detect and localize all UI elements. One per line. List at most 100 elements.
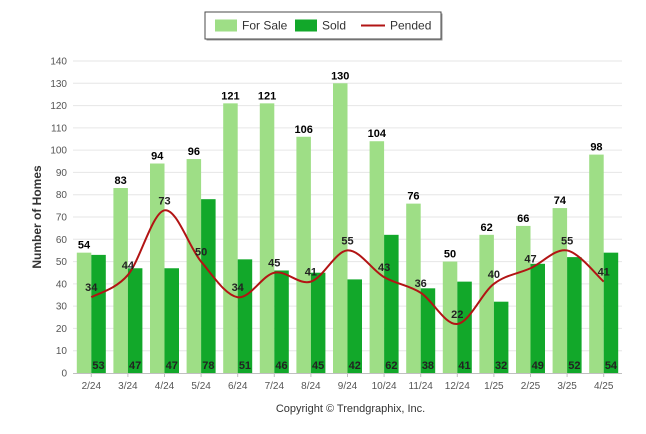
- legend-label: Sold: [322, 19, 346, 33]
- bar-sold: [457, 281, 472, 373]
- bar-sold: [493, 301, 509, 373]
- y-axis-label: Number of Homes: [30, 165, 44, 269]
- x-tick-label: 11/24: [409, 381, 434, 392]
- legend: For Sale Sold Pended: [204, 11, 443, 41]
- data-label-for-sale: 98: [590, 142, 602, 154]
- y-tick-label: 0: [61, 369, 67, 380]
- bar-sold: [164, 268, 179, 373]
- y-tick-label: 20: [56, 324, 68, 335]
- bar-for-sale: [589, 154, 604, 373]
- data-label-pended: 55: [341, 235, 353, 247]
- pended-line-path: [90, 209, 605, 325]
- x-tick-label: 5/24: [191, 381, 211, 392]
- data-label-for-sale: 54: [78, 240, 91, 252]
- x-tick-label: 1/25: [484, 381, 504, 392]
- legend-swatch: [215, 19, 237, 32]
- y-tick-label: 140: [50, 57, 67, 68]
- bar-for-sale: [76, 252, 92, 373]
- y-tick-label: 10: [56, 346, 68, 357]
- y-tick-label: 40: [56, 279, 68, 290]
- data-label-sold: 41: [458, 360, 470, 372]
- y-tick-label: 130: [50, 79, 67, 90]
- bar-sold: [530, 263, 545, 373]
- bar-sold: [201, 199, 216, 373]
- x-tick-label: 2/25: [521, 381, 541, 392]
- pended-line: [90, 209, 605, 325]
- x-tick-label: 4/24: [155, 381, 175, 392]
- data-label-for-sale: 76: [407, 191, 419, 203]
- data-label-for-sale: 94: [151, 151, 164, 163]
- data-label-for-sale: 121: [258, 90, 276, 102]
- bar-for-sale: [223, 103, 238, 373]
- data-label-for-sale: 74: [554, 195, 567, 207]
- data-label-sold: 47: [166, 360, 178, 372]
- bar-sold: [274, 270, 289, 373]
- y-tick-label: 100: [50, 146, 67, 157]
- data-label-for-sale: 121: [221, 90, 239, 102]
- bar-for-sale: [259, 103, 275, 373]
- x-tick-label: 7/24: [265, 381, 285, 392]
- x-tick-label: 6/24: [228, 381, 248, 392]
- bar-sold: [310, 272, 326, 373]
- bar-sold: [347, 279, 362, 373]
- data-label-for-sale: 83: [115, 175, 127, 187]
- bar-for-sale: [442, 261, 458, 373]
- data-label-pended: 34: [232, 282, 245, 294]
- y-tick-label: 80: [56, 190, 68, 201]
- x-tick-label: 2/24: [82, 381, 102, 392]
- bar-for-sale: [150, 163, 165, 373]
- data-label-pended: 34: [85, 282, 98, 294]
- x-tick-label: 8/24: [301, 381, 321, 392]
- x-tick-label: 12/24: [445, 381, 470, 392]
- legend-label: Pended: [390, 19, 431, 33]
- x-tick-label: 4/25: [594, 381, 614, 392]
- bar-sold: [384, 234, 399, 373]
- data-label-pended: 45: [268, 258, 280, 270]
- legend-item-pended[interactable]: Pended: [361, 19, 431, 33]
- legend-item-sold[interactable]: Sold: [295, 19, 346, 33]
- data-label-sold: 51: [239, 360, 251, 372]
- data-label-for-sale: 62: [481, 222, 493, 234]
- data-label-pended: 47: [524, 253, 536, 265]
- data-label-sold: 62: [385, 360, 397, 372]
- x-tick-label: 3/25: [557, 381, 577, 392]
- bar-sold: [91, 254, 106, 373]
- bar-sold: [603, 252, 619, 373]
- data-label-sold: 42: [349, 360, 361, 372]
- data-label-for-sale: 96: [188, 146, 200, 158]
- data-label-sold: 53: [92, 360, 104, 372]
- bars: [76, 83, 619, 374]
- data-label-sold: 52: [568, 360, 580, 372]
- bar-for-sale: [186, 159, 202, 373]
- y-tick-label: 30: [56, 302, 68, 313]
- y-tick-label: 60: [56, 235, 68, 246]
- data-label-sold: 38: [422, 360, 434, 372]
- bar-sold: [420, 288, 436, 373]
- data-label-pended: 36: [415, 278, 427, 290]
- bar-for-sale: [296, 136, 311, 373]
- y-axis: 0 10 20 30 40 50 60 70 80 90 100 110 120 130 140: [50, 57, 67, 380]
- legend-box: [204, 11, 442, 40]
- data-label-sold: 47: [129, 360, 141, 372]
- x-tick-label: 10/24: [372, 381, 397, 392]
- data-label-sold: 78: [202, 360, 214, 372]
- data-label-sold: 46: [275, 360, 287, 372]
- data-label-pended: 73: [158, 195, 170, 207]
- data-label-sold: 54: [605, 360, 618, 372]
- bar-for-sale: [369, 141, 385, 373]
- data-label-pended: 55: [561, 235, 573, 247]
- bar-sold: [127, 268, 143, 373]
- legend-item-for-sale[interactable]: For Sale: [215, 19, 288, 33]
- bar-for-sale: [516, 225, 531, 373]
- data-label-pended: 41: [305, 267, 317, 279]
- x-tick-label: 9/24: [338, 381, 358, 392]
- bar-sold: [567, 257, 582, 373]
- data-label-sold: 32: [495, 360, 507, 372]
- y-tick-label: 50: [56, 257, 68, 268]
- data-label-sold: 49: [532, 360, 544, 372]
- copyright-credit: Copyright © Trendgraphix, Inc.: [276, 403, 425, 415]
- data-label-pended: 41: [598, 267, 610, 279]
- data-label-for-sale: 66: [517, 213, 529, 225]
- data-label-for-sale: 104: [368, 128, 387, 140]
